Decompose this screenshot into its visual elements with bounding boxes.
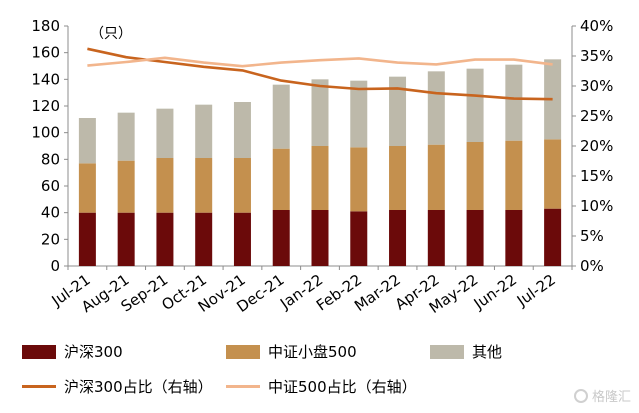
bar-hs300	[78, 212, 96, 266]
bar-other	[272, 84, 290, 149]
legend-swatch-hs300	[22, 344, 56, 359]
legend-label-hs300-share: 沪深300占比（右轴）	[64, 378, 213, 396]
bar-zz500-small	[78, 163, 96, 213]
y2-tick-label: 10%	[580, 197, 613, 215]
bar-hs300	[389, 210, 407, 266]
y2-tick-label: 30%	[580, 77, 613, 95]
y-tick-label: 60	[41, 177, 60, 195]
y2-tick-label: 15%	[580, 167, 613, 185]
legend-item-zz500-share: 中证500占比（右轴）	[226, 376, 417, 397]
watermark-text: 格隆汇	[591, 390, 631, 405]
y2-tick-label: 35%	[580, 47, 613, 65]
y2-tick-label: 0%	[580, 257, 604, 275]
bar-hs300	[544, 208, 562, 266]
y-tick-label: 80	[41, 150, 60, 168]
y-tick-label: 120	[31, 97, 60, 115]
bar-hs300	[117, 212, 135, 266]
bar-zz500-small	[466, 142, 484, 210]
legend-swatch-hs300-share	[22, 385, 56, 388]
bar-zz500-small	[117, 160, 135, 213]
bar-hs300	[272, 210, 290, 266]
y-tick-label: 160	[31, 44, 60, 62]
bar-other	[427, 71, 445, 145]
y-tick-label: 100	[31, 124, 60, 142]
y-tick-label: 180	[31, 17, 60, 35]
line-zz500-share	[87, 56, 553, 68]
bar-hs300	[505, 210, 523, 266]
bar-zz500-small	[505, 140, 523, 210]
legend-item-other: 其他	[430, 341, 502, 362]
bar-hs300	[195, 212, 213, 266]
y-unit-label: （只）	[90, 26, 132, 42]
y-tick-label: 20	[41, 230, 60, 248]
legend-item-hs300: 沪深300	[22, 341, 123, 362]
legend-item-hs300-share: 沪深300占比（右轴）	[22, 376, 213, 397]
legend-label-other: 其他	[472, 343, 503, 361]
bar-zz500-small	[389, 146, 407, 210]
bar-zz500-small	[311, 146, 329, 210]
x-tick-label: Jul-22	[513, 271, 559, 311]
y2-tick-label: 25%	[580, 107, 613, 125]
bar-zz500-small	[195, 158, 213, 213]
bar-other	[117, 112, 135, 161]
bar-other	[389, 76, 407, 146]
bar-zz500-small	[233, 158, 251, 213]
bar-hs300	[350, 211, 368, 266]
bar-other	[195, 104, 213, 158]
legend-swatch-other	[430, 344, 464, 359]
y-tick-label: 40	[41, 204, 60, 222]
legend-label-zz500-share: 中证500占比（右轴）	[268, 378, 417, 396]
bar-hs300	[156, 212, 174, 266]
y2-tick-label: 40%	[580, 17, 613, 35]
watermark: 格隆汇	[573, 386, 631, 405]
y-tick-label: 0	[50, 257, 60, 275]
bar-other	[156, 108, 174, 158]
legend-label-hs300: 沪深300	[64, 343, 123, 361]
bar-zz500-small	[350, 147, 368, 212]
bar-hs300	[466, 210, 484, 266]
bar-other	[544, 59, 562, 140]
y2-tick-label: 5%	[580, 227, 604, 245]
bar-other	[78, 118, 96, 164]
legend-swatch-zz500-small	[226, 344, 260, 359]
bar-hs300	[233, 212, 251, 266]
bar-hs300	[427, 210, 445, 266]
bar-hs300	[311, 210, 329, 266]
bar-zz500-small	[427, 144, 445, 210]
line-hs300-share	[87, 47, 553, 101]
legend-item-zz500-small: 中证小盘500	[226, 341, 357, 362]
bar-other	[350, 80, 368, 148]
bar-other	[505, 64, 523, 141]
bar-other	[311, 79, 329, 146]
y-tick-label: 140	[31, 70, 60, 88]
bar-zz500-small	[272, 148, 290, 210]
bar-zz500-small	[544, 139, 562, 209]
bar-zz500-small	[156, 158, 174, 213]
legend-label-zz500-small: 中证小盘500	[268, 343, 357, 361]
bar-other	[233, 102, 251, 158]
y2-tick-label: 20%	[580, 137, 613, 155]
x-tick-label: Jun-22	[470, 271, 520, 314]
legend-swatch-zz500-share	[226, 385, 260, 388]
watermark-logo-icon	[573, 388, 588, 403]
bar-other	[466, 68, 484, 142]
